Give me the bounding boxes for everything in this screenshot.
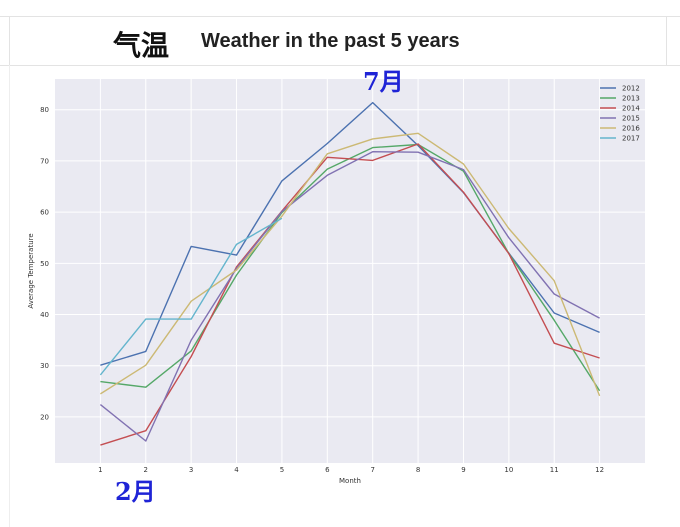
y-tick-label: 40 [40, 311, 49, 319]
legend-label: 2017 [622, 135, 640, 143]
frame-right-border [666, 16, 667, 65]
x-tick-label: 4 [234, 466, 239, 474]
y-axis-label: Average Temperature [27, 233, 35, 308]
y-tick-label: 50 [40, 260, 49, 268]
y-tick-label: 80 [40, 106, 49, 114]
series-line-2015 [99, 151, 600, 442]
x-tick-label: 11 [550, 466, 559, 474]
legend: 2012 2013 2014 2015 2016 2017 [600, 85, 640, 143]
series-line-2014 [100, 143, 600, 446]
x-tick-label: 12 [595, 466, 604, 474]
legend-label: 2012 [622, 85, 640, 93]
y-tick-label: 60 [40, 209, 49, 217]
x-tick-label: 5 [280, 466, 284, 474]
series-line-2016 [100, 132, 601, 397]
y-tick-label: 70 [40, 157, 49, 165]
legend-label: 2016 [622, 125, 640, 133]
x-axis-label: Month [339, 477, 361, 485]
x-tick-label: 10 [504, 466, 513, 474]
frame-top-border [0, 16, 680, 17]
annotation-top: 7月 [363, 67, 404, 96]
x-tick-label: 3 [189, 466, 193, 474]
series-line-2012 [100, 101, 600, 366]
y-tick-label: 30 [40, 362, 49, 370]
frame-header-divider [0, 65, 680, 66]
grid-lines [55, 79, 645, 463]
annotation-bottom: 2月 [115, 477, 156, 506]
header-title: Weather in the past 5 years [201, 30, 460, 52]
header-cjk-title: 气温 [113, 29, 170, 62]
series-layer [99, 101, 601, 446]
frame-left-border [9, 16, 10, 65]
x-tick-label: 6 [325, 466, 330, 474]
legend-label: 2015 [622, 115, 640, 123]
legend-label: 2013 [622, 95, 640, 103]
x-tick-label: 8 [416, 466, 420, 474]
x-tick-label: 2 [144, 466, 148, 474]
legend-label: 2014 [622, 105, 640, 113]
x-tick-label: 1 [98, 466, 102, 474]
x-tick-label: 9 [461, 466, 465, 474]
series-line-2017 [99, 217, 283, 376]
plot-background [55, 79, 645, 463]
y-tick-label: 20 [40, 413, 49, 421]
x-tick-label: 7 [370, 466, 374, 474]
frame-left-border-lower [9, 65, 10, 527]
